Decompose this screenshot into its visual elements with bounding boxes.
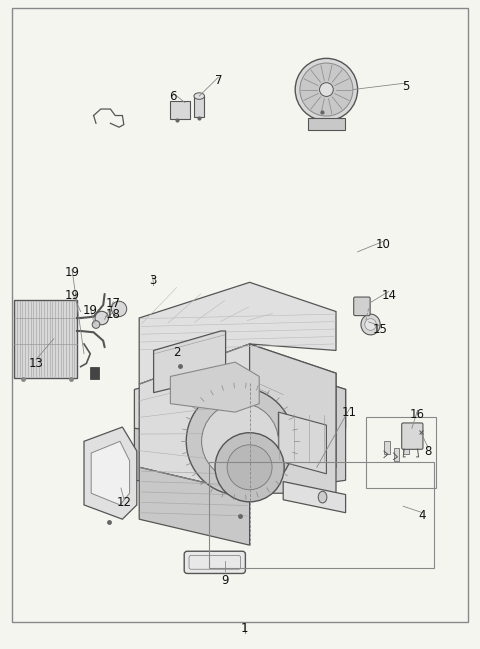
Circle shape [92, 321, 100, 328]
Bar [90, 367, 99, 379]
Polygon shape [254, 360, 346, 493]
Bar [366, 417, 436, 488]
Text: 1: 1 [241, 622, 249, 635]
Text: 5: 5 [402, 80, 409, 93]
Polygon shape [278, 412, 326, 474]
Polygon shape [139, 282, 336, 384]
Text: 15: 15 [373, 323, 387, 336]
Circle shape [295, 58, 358, 121]
Bar [194, 96, 204, 117]
Circle shape [111, 301, 127, 317]
Text: 3: 3 [149, 274, 156, 287]
Polygon shape [134, 360, 346, 441]
Circle shape [95, 312, 108, 324]
FancyBboxPatch shape [402, 423, 423, 449]
Text: 11: 11 [342, 406, 357, 419]
Text: 7: 7 [215, 74, 222, 87]
Text: 12: 12 [116, 496, 132, 509]
Polygon shape [170, 362, 259, 412]
Text: 16: 16 [410, 408, 425, 421]
Bar [170, 101, 190, 119]
Bar [384, 441, 390, 454]
Text: 18: 18 [106, 308, 120, 321]
FancyBboxPatch shape [184, 551, 245, 574]
Text: 19: 19 [83, 304, 98, 317]
Text: 2: 2 [173, 346, 180, 359]
Bar [308, 118, 345, 130]
Circle shape [320, 82, 333, 97]
Polygon shape [134, 428, 254, 493]
Ellipse shape [318, 491, 327, 503]
Ellipse shape [361, 314, 380, 335]
Circle shape [300, 63, 353, 116]
Circle shape [186, 387, 294, 495]
Bar [394, 448, 399, 461]
Polygon shape [91, 441, 130, 505]
Polygon shape [250, 344, 336, 493]
Text: 8: 8 [424, 445, 432, 458]
Text: 6: 6 [169, 90, 177, 103]
Circle shape [215, 433, 284, 502]
Polygon shape [154, 331, 226, 393]
Ellipse shape [365, 319, 376, 330]
FancyBboxPatch shape [354, 297, 370, 315]
Bar [209, 462, 434, 568]
Bar [14, 300, 77, 378]
Text: 13: 13 [29, 357, 43, 370]
Text: 19: 19 [64, 266, 80, 279]
Text: 14: 14 [381, 289, 396, 302]
Ellipse shape [194, 93, 204, 99]
Polygon shape [84, 427, 137, 519]
Polygon shape [139, 467, 250, 545]
Bar [403, 441, 409, 454]
Text: 19: 19 [64, 289, 80, 302]
Text: 17: 17 [106, 297, 121, 310]
Polygon shape [283, 482, 346, 513]
Text: 4: 4 [419, 509, 426, 522]
Polygon shape [139, 344, 336, 493]
Text: 9: 9 [221, 574, 228, 587]
Circle shape [227, 445, 272, 490]
Text: 10: 10 [376, 238, 390, 251]
Circle shape [202, 403, 278, 480]
